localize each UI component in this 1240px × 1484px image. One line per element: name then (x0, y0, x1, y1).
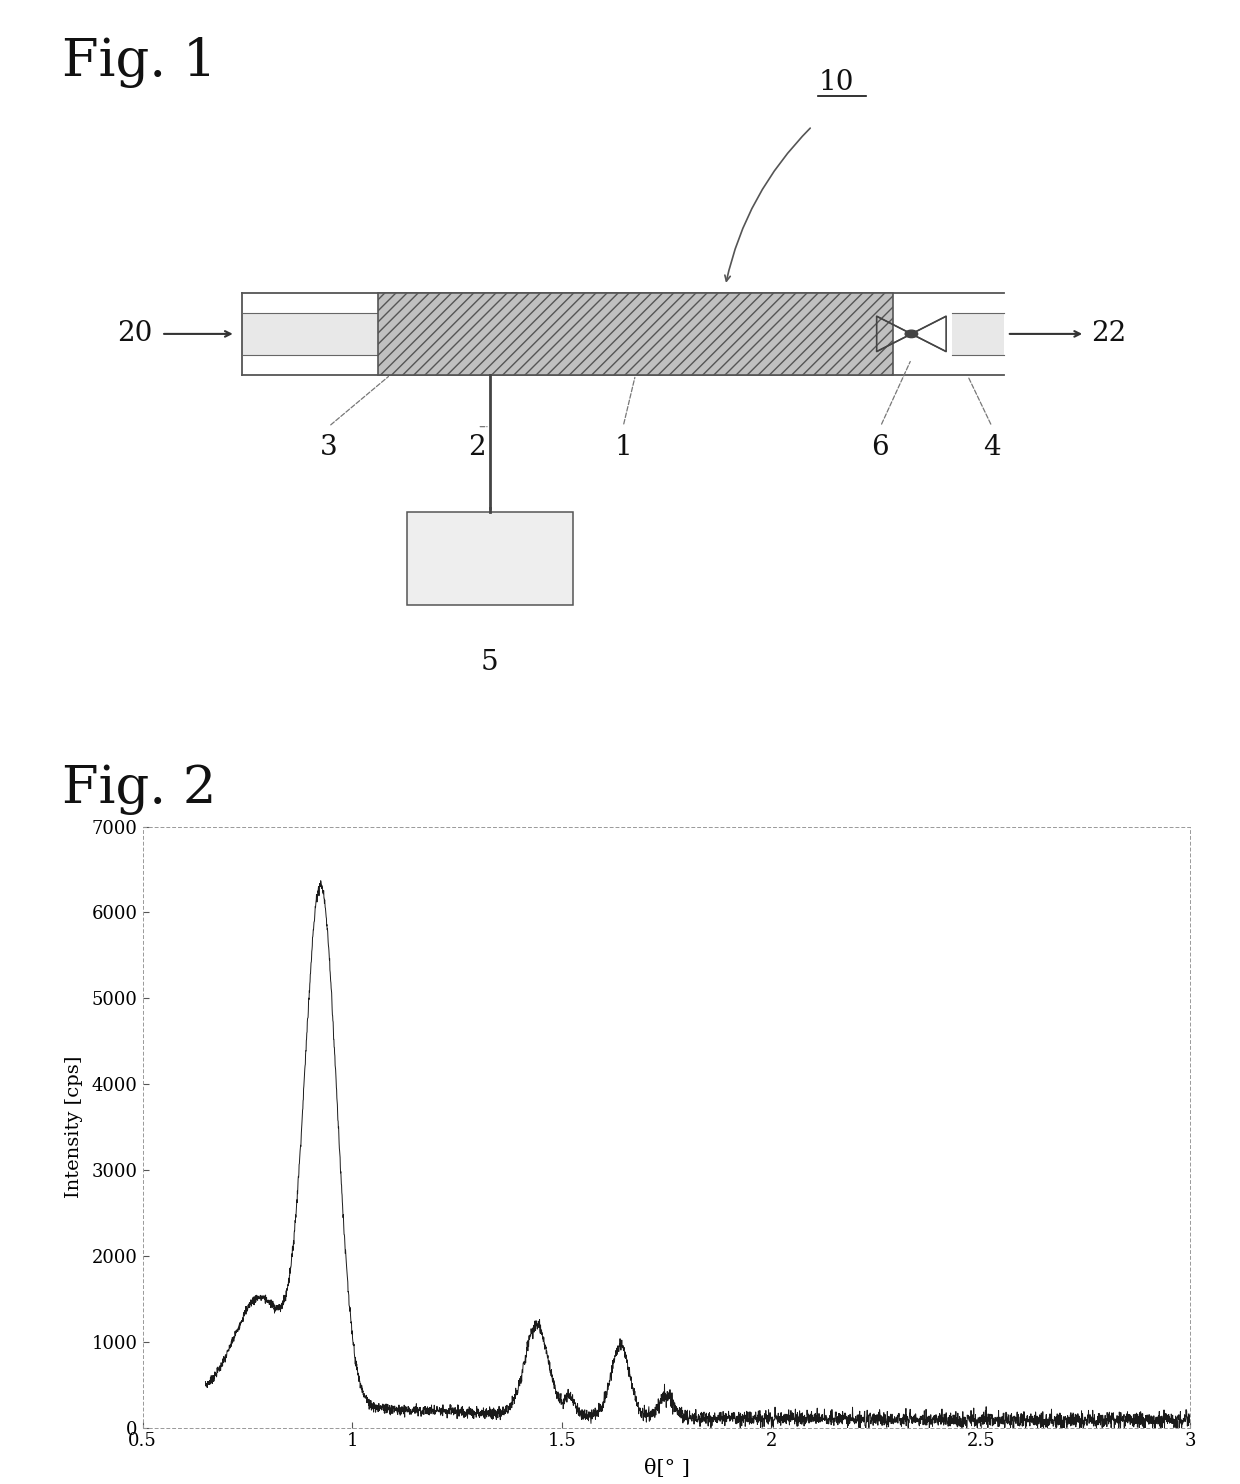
Text: Fig. 1: Fig. 1 (62, 37, 217, 88)
Text: 4: 4 (983, 433, 1001, 462)
Bar (407, 512, 573, 605)
Text: 20: 20 (117, 321, 153, 347)
Text: Fig. 2: Fig. 2 (62, 764, 216, 815)
Bar (952, 313, 1004, 355)
Bar (242, 313, 378, 355)
Y-axis label: Intensity [cps]: Intensity [cps] (66, 1057, 83, 1198)
Text: 6: 6 (872, 433, 889, 462)
Text: 3: 3 (320, 433, 337, 462)
Text: 22: 22 (1091, 321, 1126, 347)
Text: 1: 1 (614, 433, 632, 462)
Circle shape (905, 329, 918, 338)
Text: 2: 2 (469, 433, 486, 462)
Text: 5: 5 (481, 650, 498, 677)
Text: 10: 10 (818, 70, 854, 96)
X-axis label: θ[° ]: θ[° ] (644, 1459, 689, 1478)
Bar (378, 292, 893, 374)
